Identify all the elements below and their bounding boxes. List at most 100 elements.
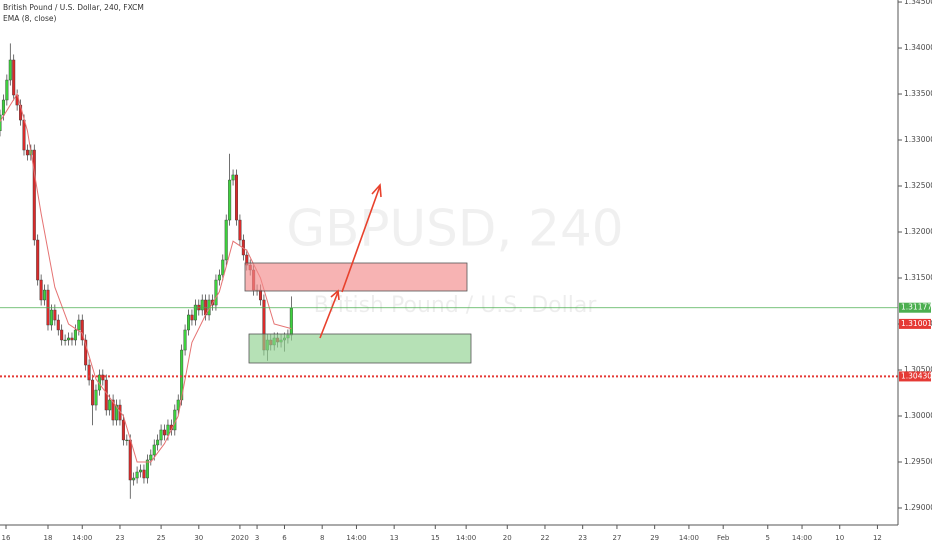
y-tick-label: 1.33000 xyxy=(904,135,932,144)
price-label: 1.31001 xyxy=(901,319,932,328)
candle-body xyxy=(221,259,225,276)
candle-body xyxy=(224,219,228,261)
candle-body xyxy=(39,279,43,301)
candle-body xyxy=(56,319,60,331)
candle-body xyxy=(231,174,235,181)
candle-body xyxy=(139,469,143,473)
candle-body xyxy=(91,379,95,406)
candle-body xyxy=(217,274,221,281)
y-tick-label: 1.31500 xyxy=(904,273,932,282)
candle-body xyxy=(289,307,293,336)
candle-body xyxy=(163,429,167,436)
x-tick-label: 14:00 xyxy=(456,534,476,542)
x-tick-label: 6 xyxy=(282,534,287,542)
x-tick-label: 16 xyxy=(2,534,11,542)
x-tick-label: 3 xyxy=(255,534,259,542)
candle-body xyxy=(25,149,29,156)
candle-body xyxy=(43,289,47,301)
watermark-subtitle: British Pound / U.S. Dollar xyxy=(314,293,598,318)
candle-body xyxy=(187,314,191,331)
x-tick-label: 14:00 xyxy=(72,534,92,542)
x-tick-label: 18 xyxy=(44,534,53,542)
candle-body xyxy=(121,419,125,441)
candle-body xyxy=(70,337,74,341)
x-tick-label: 27 xyxy=(612,534,621,542)
x-tick-label: 14:00 xyxy=(679,534,699,542)
candle-body xyxy=(190,314,194,321)
y-tick-label: 1.30000 xyxy=(904,411,932,420)
candle-body xyxy=(125,439,129,441)
drawings xyxy=(244,183,472,364)
candle-body xyxy=(36,239,40,281)
x-tick-label: 14:00 xyxy=(792,534,812,542)
arrow-head xyxy=(330,289,340,301)
candle-body xyxy=(108,399,112,411)
candle-body xyxy=(258,289,262,301)
candle-body xyxy=(142,469,146,479)
plot-area xyxy=(0,43,293,499)
candle-body xyxy=(238,219,242,241)
resistance-zone xyxy=(244,262,468,292)
x-tick-label: 23 xyxy=(578,534,587,542)
candle-body xyxy=(115,404,119,421)
x-tick-label: 22 xyxy=(541,534,550,542)
candle-body xyxy=(32,149,36,241)
x-tick-label: 8 xyxy=(320,534,324,542)
candle-body xyxy=(1,99,5,116)
x-tick-label: 12 xyxy=(873,534,882,542)
y-tick-label: 1.33500 xyxy=(904,89,932,98)
x-tick-label: 2020 xyxy=(231,534,249,542)
candle-body xyxy=(22,119,26,151)
price-label-box xyxy=(899,318,931,329)
candle-body xyxy=(0,114,2,132)
candle-body xyxy=(80,319,84,341)
x-tick-label: Feb xyxy=(717,534,730,542)
candle-body xyxy=(111,399,115,421)
x-tick-label: 20 xyxy=(503,534,512,542)
candle-body xyxy=(87,364,91,381)
candle-body xyxy=(228,179,232,221)
arrow xyxy=(341,185,381,293)
y-tick-label: 1.34500 xyxy=(904,0,932,6)
x-tick-label: 25 xyxy=(157,534,166,542)
candle-body xyxy=(63,339,67,342)
candle-body xyxy=(73,329,77,341)
price-label: 1.31177 xyxy=(901,303,932,312)
y-tick-label: 1.30500 xyxy=(904,365,932,374)
overlay xyxy=(0,307,898,378)
candle-body xyxy=(77,319,81,331)
candle-body xyxy=(152,444,156,456)
candle-body xyxy=(183,329,187,351)
chart-title: British Pound / U.S. Dollar, 240, FXCM xyxy=(3,3,144,12)
candle-body xyxy=(200,299,204,311)
candle-body xyxy=(5,79,9,101)
x-tick-label: 29 xyxy=(650,534,659,542)
candle-body xyxy=(8,59,12,81)
candle-body xyxy=(132,477,136,481)
price-label: 1.30430 xyxy=(901,371,932,380)
y-tick-label: 1.32000 xyxy=(904,227,932,236)
price-label-box xyxy=(899,302,931,313)
candle-body xyxy=(12,59,16,96)
arrows xyxy=(319,183,382,339)
arrow-head xyxy=(371,183,382,198)
indicator-label: EMA (8, close) xyxy=(3,14,57,23)
candle-body xyxy=(145,459,149,479)
candle-body xyxy=(149,454,153,461)
candle-body xyxy=(176,399,180,411)
candle-body xyxy=(67,337,71,341)
candle-body xyxy=(214,279,218,306)
candle-body xyxy=(101,374,105,381)
candle-body xyxy=(84,339,88,366)
x-tick-label: 15 xyxy=(431,534,440,542)
x-tick-label: 13 xyxy=(390,534,399,542)
candle-body xyxy=(128,439,132,481)
candle-body xyxy=(193,304,197,321)
y-tick-label: 1.29500 xyxy=(904,457,932,466)
support-zone xyxy=(248,333,472,364)
candle-body xyxy=(234,174,238,221)
candle-body xyxy=(166,424,170,436)
candle-body xyxy=(60,329,64,341)
